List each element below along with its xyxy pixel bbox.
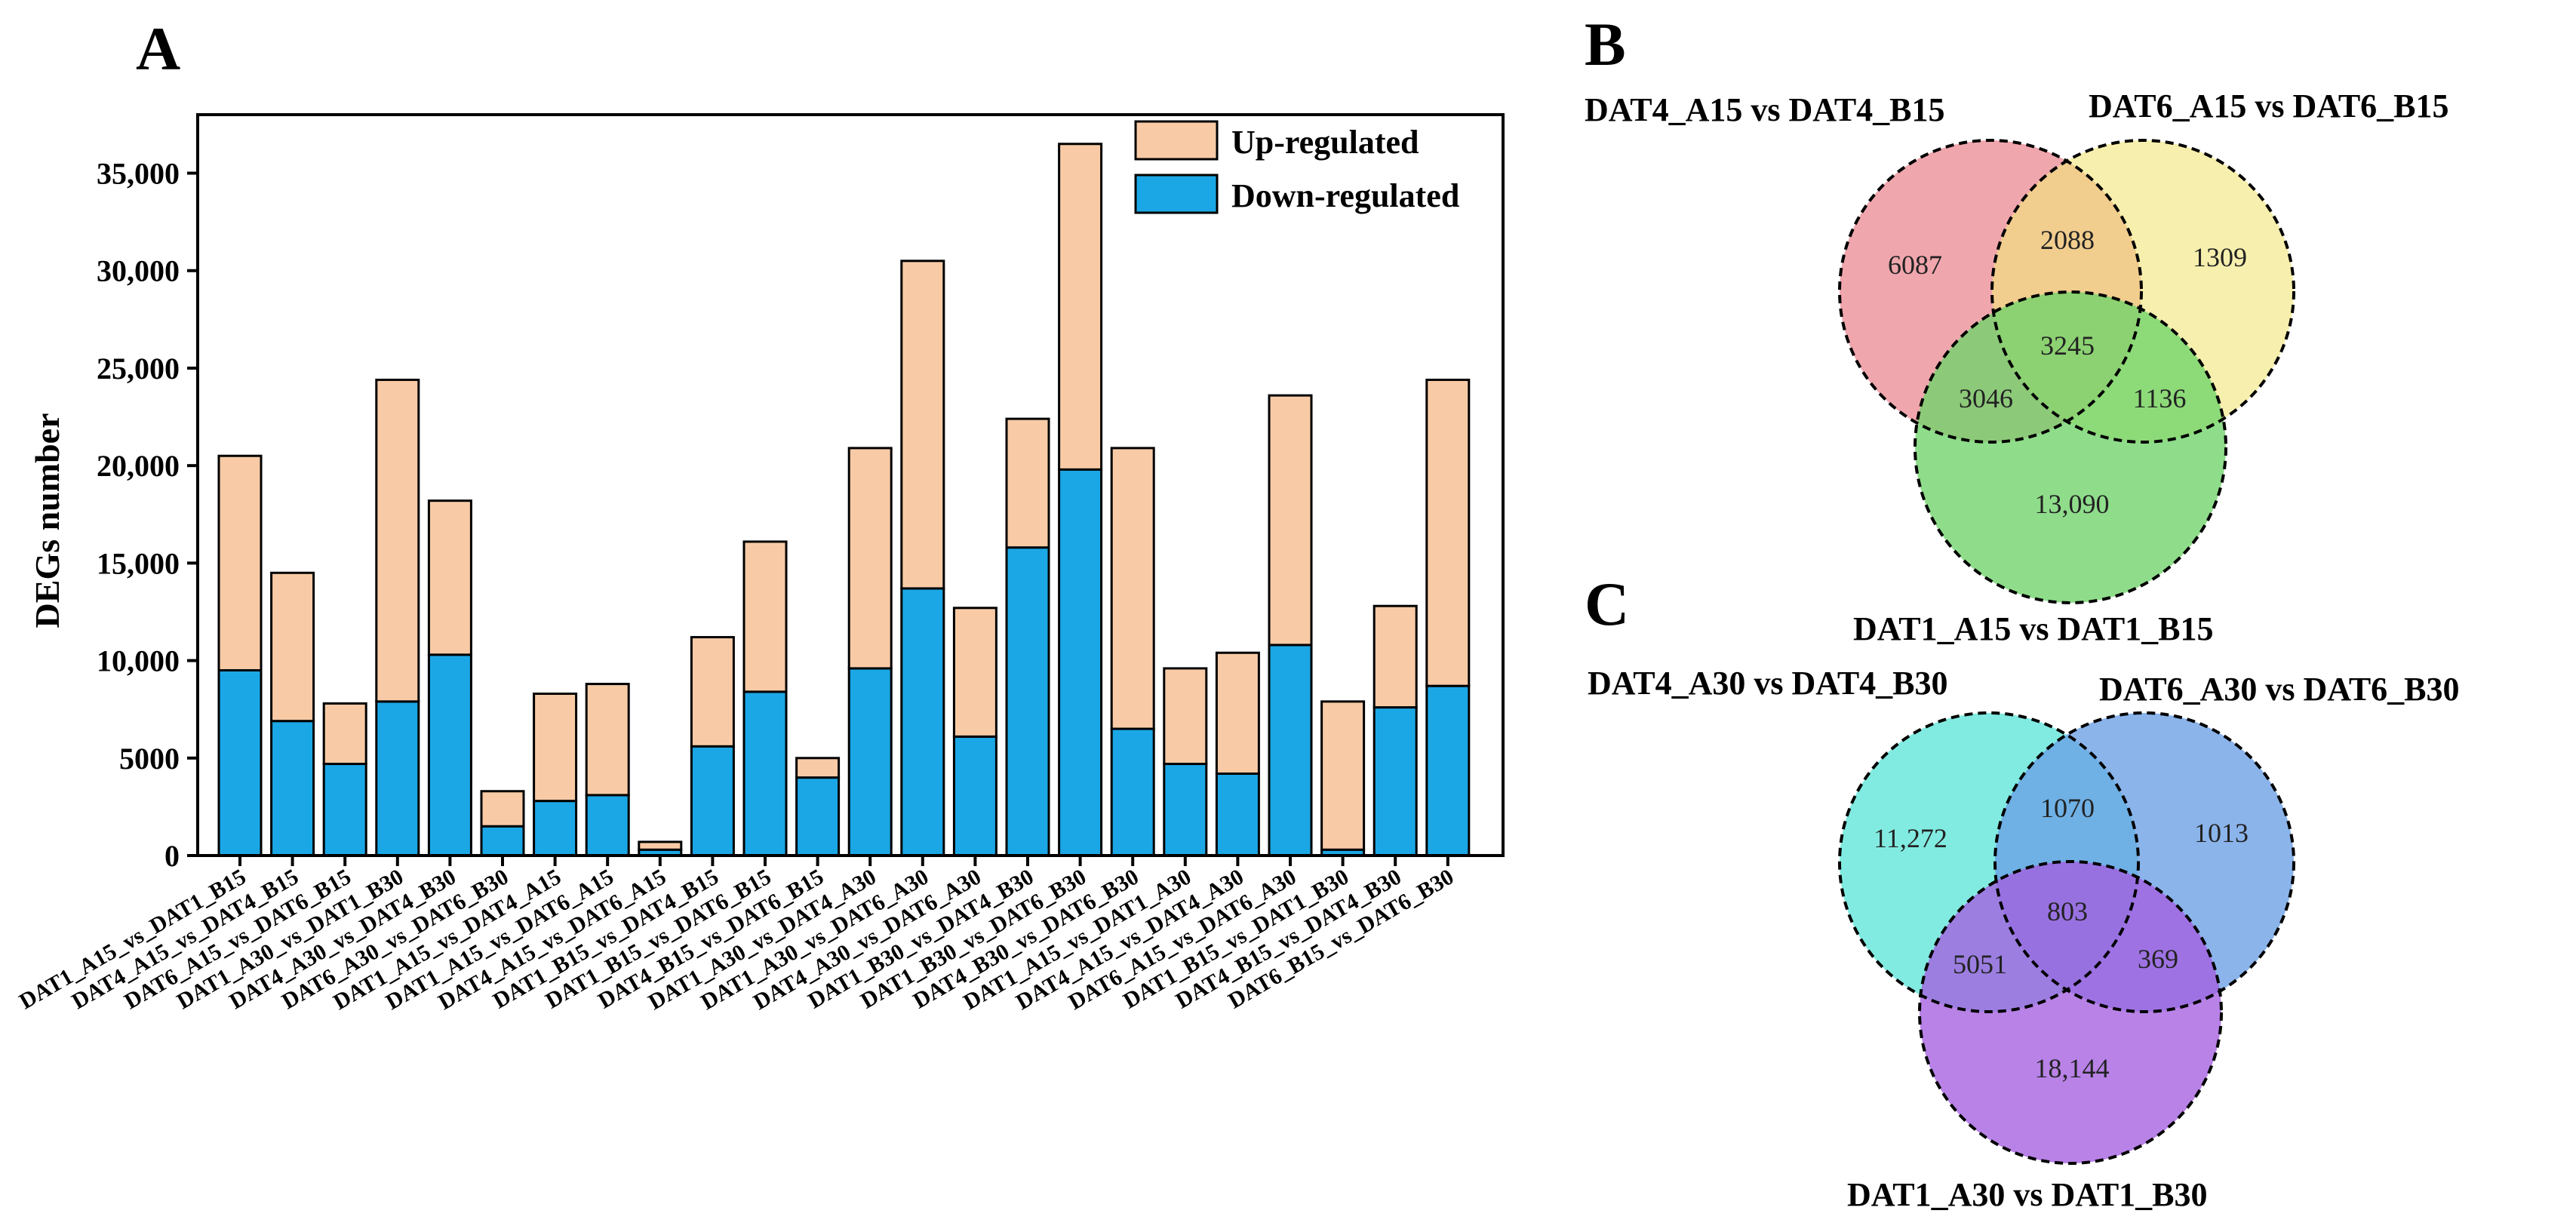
bar-down-regulated bbox=[1110, 727, 1155, 857]
venn-c-circle-3 bbox=[1920, 862, 2221, 1163]
bar-down-regulated bbox=[1005, 546, 1050, 857]
y-tick-label: 10,000 bbox=[97, 644, 180, 678]
bar-down-regulated bbox=[690, 745, 735, 857]
y-tick-label: 35,000 bbox=[97, 157, 180, 191]
bar-up-regulated bbox=[1320, 700, 1366, 851]
venn-b-circle-3 bbox=[1915, 292, 2226, 603]
bar-down-regulated bbox=[427, 653, 472, 857]
venn-b-region-12: 2088 bbox=[2040, 225, 2095, 255]
bar-up-regulated bbox=[795, 757, 841, 779]
legend-label-down: Down-regulated bbox=[1231, 177, 1459, 214]
bar-down-regulated bbox=[1268, 644, 1313, 857]
bar-down-regulated bbox=[952, 735, 998, 857]
venn-c-set1-label: DAT4_A30 vs DAT4_B30 bbox=[1588, 665, 1948, 702]
venn-c-region-only1: 11,272 bbox=[1874, 823, 1947, 853]
y-tick-label: 5000 bbox=[119, 742, 180, 776]
bar-up-regulated bbox=[1110, 447, 1155, 730]
bar-up-regulated bbox=[480, 790, 525, 828]
bar-down-regulated bbox=[1215, 772, 1260, 857]
venn-c-region-only2: 1013 bbox=[2194, 818, 2249, 848]
venn-c-region-23: 369 bbox=[2138, 944, 2178, 974]
venn-b-region-only3: 13,090 bbox=[2035, 489, 2110, 519]
y-tick-label: 0 bbox=[164, 839, 180, 873]
venn-diagram-b: DAT4_A15 vs DAT4_B15 DAT6_A15 vs DAT6_B1… bbox=[1585, 88, 2449, 647]
bar-up-regulated bbox=[1005, 417, 1050, 549]
bar-up-regulated bbox=[1425, 378, 1471, 687]
venn-b-set2-label: DAT6_A15 vs DAT6_B15 bbox=[2089, 88, 2449, 124]
bar-up-regulated bbox=[533, 693, 578, 803]
bar-up-regulated bbox=[1373, 604, 1418, 709]
legend-label-up: Up-regulated bbox=[1231, 124, 1419, 161]
panel-b-label: B bbox=[1585, 10, 1626, 78]
bar-down-regulated bbox=[322, 763, 367, 857]
bar-up-regulated bbox=[952, 607, 998, 738]
bar-down-regulated bbox=[742, 690, 788, 857]
y-tick-label: 20,000 bbox=[97, 449, 180, 483]
venn-c-region-123: 803 bbox=[2047, 896, 2088, 926]
venn-b-region-23: 1136 bbox=[2133, 383, 2187, 413]
venn-c-region-12: 1070 bbox=[2040, 793, 2095, 823]
bar-series bbox=[217, 143, 1471, 857]
venn-c-set3-label: DAT1_A30 vs DAT1_B30 bbox=[1847, 1176, 2208, 1213]
bar-down-regulated bbox=[533, 800, 578, 857]
bar-up-regulated bbox=[1058, 143, 1103, 471]
bar-chart: DEGs number 0 5000 10,000 15,000 20,000 25,00… bbox=[15, 113, 1505, 1015]
bar-up-regulated bbox=[1268, 394, 1313, 647]
bar-down-regulated bbox=[900, 587, 945, 857]
bar-down-regulated bbox=[480, 825, 525, 857]
legend-swatch-up bbox=[1134, 120, 1219, 161]
bar-up-regulated bbox=[427, 499, 472, 656]
bar-up-regulated bbox=[585, 683, 630, 797]
bar-down-regulated bbox=[1058, 468, 1103, 857]
venn-c-region-13: 5051 bbox=[1953, 949, 2007, 979]
venn-b-region-only2: 1309 bbox=[2193, 242, 2247, 272]
bar-down-regulated bbox=[375, 700, 420, 857]
venn-b-outline-1 bbox=[1838, 139, 2143, 444]
chart-legend: Up-regulated Down-regulated bbox=[1134, 120, 1459, 214]
venn-b-outline-2 bbox=[1990, 139, 2295, 444]
bar-down-regulated bbox=[795, 776, 841, 857]
venn-b-outline-3 bbox=[1914, 290, 2227, 604]
bar-up-regulated bbox=[638, 840, 683, 851]
bar-up-regulated bbox=[742, 540, 788, 693]
bar-up-regulated bbox=[900, 260, 945, 590]
bar-up-regulated bbox=[322, 702, 367, 766]
bar-up-regulated bbox=[217, 454, 263, 671]
y-tick-label: 30,000 bbox=[97, 254, 180, 288]
panel-c-label: C bbox=[1585, 570, 1629, 638]
bar-up-regulated bbox=[847, 447, 893, 670]
y-axis-label: DEGs number bbox=[28, 413, 66, 628]
plot-frame bbox=[196, 113, 1505, 857]
y-tick-label: 15,000 bbox=[97, 546, 180, 580]
bar-up-regulated bbox=[270, 571, 315, 723]
venn-b-set3-label: DAT1_A15 vs DAT1_B15 bbox=[1853, 610, 2214, 647]
venn-b-set1-label: DAT4_A15 vs DAT4_B15 bbox=[1585, 91, 1945, 128]
bar-up-regulated bbox=[375, 378, 420, 703]
bar-up-regulated bbox=[690, 636, 735, 748]
bar-down-regulated bbox=[1163, 763, 1208, 857]
bar-down-regulated bbox=[847, 667, 893, 857]
venn-c-region-only3: 18,144 bbox=[2035, 1053, 2110, 1083]
bar-down-regulated bbox=[217, 669, 263, 857]
bar-up-regulated bbox=[1215, 651, 1260, 775]
venn-c-set2-label: DAT6_A30 vs DAT6_B30 bbox=[2099, 671, 2460, 708]
bar-down-regulated bbox=[1373, 706, 1418, 857]
x-axis-ticks: DAT1_A15_vs_DAT1_B15DAT4_A15_vs_DAT4_B15… bbox=[15, 856, 1458, 1015]
venn-b-region-123: 3245 bbox=[2040, 330, 2095, 361]
venn-c-outline-3 bbox=[1918, 860, 2223, 1165]
legend-swatch-down bbox=[1134, 174, 1219, 214]
bar-down-regulated bbox=[1425, 684, 1471, 857]
venn-b-region-13: 3046 bbox=[1959, 383, 2013, 413]
venn-b-region-only1: 6087 bbox=[1888, 250, 1942, 280]
bar-down-regulated bbox=[585, 794, 630, 857]
bar-up-regulated bbox=[1163, 667, 1208, 766]
y-tick-label: 25,000 bbox=[97, 352, 180, 386]
venn-c-outline-2 bbox=[1993, 711, 2295, 1013]
venn-diagram-c: DAT4_A30 vs DAT4_B30 DAT6_A30 vs DAT6_B3… bbox=[1588, 665, 2460, 1213]
y-axis-ticks: 0 5000 10,000 15,000 20,000 25,000 30,000 35,00… bbox=[97, 157, 198, 873]
venn-c-outline-1 bbox=[1838, 711, 2140, 1013]
bar-down-regulated bbox=[270, 720, 315, 857]
panel-a-label: A bbox=[136, 14, 180, 83]
